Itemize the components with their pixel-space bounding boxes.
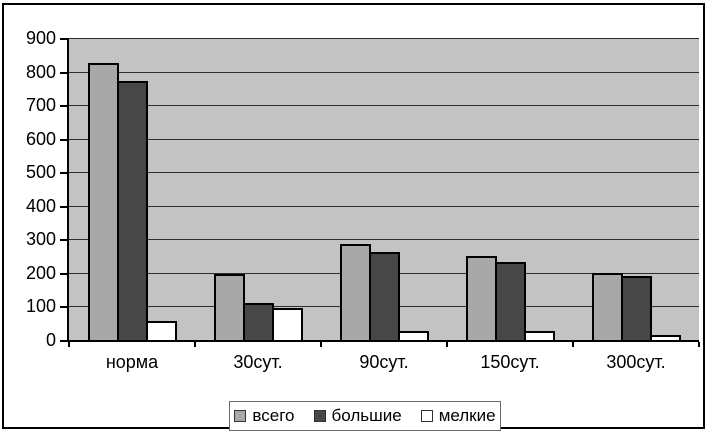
bar-мелкие xyxy=(397,331,429,340)
gridline xyxy=(69,206,699,207)
y-axis-tick xyxy=(60,239,67,241)
y-axis-labels: 0 100 200 300 400 500 600 700 800 900 xyxy=(10,28,56,350)
y-axis-tick xyxy=(60,38,67,40)
chart-frame: 0 100 200 300 400 500 600 700 800 900 норма 30сут.… xyxy=(2,3,705,431)
y-axis-tick-label: 500 xyxy=(25,162,56,182)
legend-marker-icon xyxy=(234,410,247,422)
legend-marker-icon xyxy=(420,410,433,422)
bar-большие xyxy=(368,252,400,340)
x-axis-category-label: 30сут. xyxy=(233,352,283,372)
legend-item-всего: всего xyxy=(234,406,295,425)
gridline xyxy=(69,105,699,106)
x-axis-tick xyxy=(698,342,700,347)
x-axis-tick xyxy=(446,342,448,347)
x-axis-category-label: 150сут. xyxy=(480,352,540,372)
legend-label: большие xyxy=(331,406,402,425)
bar-всего xyxy=(465,256,497,340)
y-axis-tick-label: 700 xyxy=(25,95,56,115)
bar-большие xyxy=(116,81,148,340)
bar-всего xyxy=(591,273,623,340)
gridline xyxy=(69,38,699,39)
legend-item-мелкие: мелкие xyxy=(420,406,496,425)
y-axis-tick-label: 900 xyxy=(25,28,56,48)
legend: всего большие мелкие xyxy=(229,401,501,431)
x-axis-category-label: 300сут. xyxy=(606,352,666,372)
gridline xyxy=(69,139,699,140)
x-axis-tick xyxy=(194,342,196,347)
bar-всего xyxy=(213,274,245,340)
y-axis-tick xyxy=(60,72,67,74)
y-axis-tick xyxy=(60,340,67,342)
y-axis-tick-label: 600 xyxy=(25,129,56,149)
x-axis-category-label: норма xyxy=(105,352,159,372)
bar-большие xyxy=(620,276,652,340)
x-axis-tick xyxy=(320,342,322,347)
x-axis-tick xyxy=(572,342,574,347)
y-axis-tick xyxy=(60,105,67,107)
bar-большие xyxy=(242,303,274,340)
legend-label: мелкие xyxy=(438,406,496,425)
y-axis-tick xyxy=(60,206,67,208)
plot-area xyxy=(69,38,699,340)
bar-мелкие xyxy=(523,331,555,340)
y-axis-tick-label: 200 xyxy=(25,263,56,283)
y-axis-tick-label: 800 xyxy=(25,62,56,82)
bar-всего xyxy=(339,244,371,340)
bar-всего xyxy=(87,63,119,340)
gridline xyxy=(69,72,699,73)
x-axis-category-labels: норма 30сут. 90сут. 150сут. 300сут. xyxy=(69,351,699,373)
y-axis-line xyxy=(67,38,69,342)
y-axis-tick-label: 0 xyxy=(45,330,56,350)
bar-group-3 xyxy=(321,38,447,340)
gridline xyxy=(69,172,699,173)
y-axis-tick-label: 100 xyxy=(25,296,56,316)
bar-мелкие xyxy=(649,335,681,340)
x-axis-tick xyxy=(68,342,70,347)
y-axis-tick xyxy=(60,306,67,308)
y-axis-tick-label: 300 xyxy=(25,229,56,249)
y-axis-tick xyxy=(60,139,67,141)
gridline xyxy=(69,239,699,240)
y-axis-tick xyxy=(60,273,67,275)
legend-marker-icon xyxy=(313,410,326,422)
x-axis-category-label: 90сут. xyxy=(359,352,409,372)
bar-group-5 xyxy=(573,38,699,340)
bar-group-4 xyxy=(447,38,573,340)
bar-groups xyxy=(69,38,699,340)
legend-item-большие: большие xyxy=(313,406,402,425)
y-axis-tick xyxy=(60,172,67,174)
bar-group-2 xyxy=(195,38,321,340)
legend-label: всего xyxy=(252,406,295,425)
bar-group-1 xyxy=(69,38,195,340)
bar-мелкие xyxy=(271,308,303,340)
bar-большие xyxy=(494,262,526,340)
y-axis-tick-label: 400 xyxy=(25,196,56,216)
x-axis-line xyxy=(67,340,699,342)
bar-мелкие xyxy=(145,321,177,340)
